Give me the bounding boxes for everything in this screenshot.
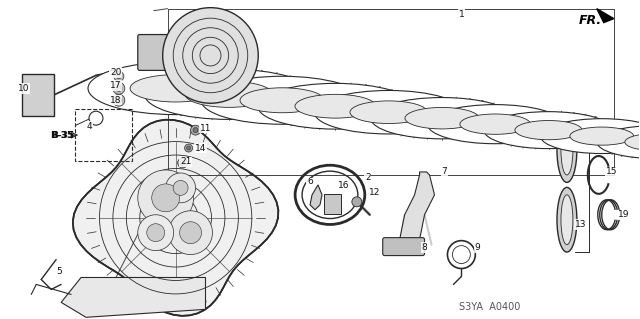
Circle shape xyxy=(152,184,180,212)
Text: 22: 22 xyxy=(213,36,224,45)
Text: S3YA  A0400: S3YA A0400 xyxy=(459,302,520,312)
Circle shape xyxy=(89,111,103,125)
Text: 18: 18 xyxy=(110,96,122,105)
Ellipse shape xyxy=(145,69,313,119)
Circle shape xyxy=(116,97,122,103)
Ellipse shape xyxy=(557,187,577,252)
Text: 9: 9 xyxy=(474,243,480,252)
Text: 14: 14 xyxy=(195,144,206,152)
Ellipse shape xyxy=(88,62,263,115)
Circle shape xyxy=(180,222,202,244)
Text: 13: 13 xyxy=(575,220,587,229)
Text: 5: 5 xyxy=(56,267,62,276)
Circle shape xyxy=(191,125,200,135)
Polygon shape xyxy=(73,120,278,316)
Ellipse shape xyxy=(597,126,640,159)
Ellipse shape xyxy=(130,75,221,102)
Text: 17: 17 xyxy=(110,81,122,90)
Polygon shape xyxy=(596,9,614,23)
Ellipse shape xyxy=(570,127,634,145)
FancyBboxPatch shape xyxy=(138,34,180,70)
Text: 6: 6 xyxy=(307,177,313,186)
Text: 12: 12 xyxy=(369,188,380,197)
Text: 4: 4 xyxy=(86,122,92,131)
Ellipse shape xyxy=(295,94,376,118)
FancyBboxPatch shape xyxy=(383,238,424,256)
Ellipse shape xyxy=(350,101,428,123)
Circle shape xyxy=(116,74,122,79)
Ellipse shape xyxy=(258,83,413,129)
Ellipse shape xyxy=(561,195,573,245)
Text: 10: 10 xyxy=(17,84,29,93)
Polygon shape xyxy=(399,172,435,255)
Ellipse shape xyxy=(185,81,273,108)
Ellipse shape xyxy=(515,121,582,140)
Text: 11: 11 xyxy=(200,124,211,133)
Text: 19: 19 xyxy=(618,210,629,219)
Circle shape xyxy=(147,224,164,241)
Text: 15: 15 xyxy=(606,167,618,176)
Text: FR.: FR. xyxy=(579,14,602,27)
Circle shape xyxy=(159,202,192,234)
Text: 1: 1 xyxy=(458,10,464,19)
Ellipse shape xyxy=(484,112,613,149)
Text: 13: 13 xyxy=(575,136,587,145)
Ellipse shape xyxy=(201,76,364,124)
Text: 20: 20 xyxy=(110,68,122,77)
Ellipse shape xyxy=(561,125,573,175)
Ellipse shape xyxy=(240,88,324,113)
Ellipse shape xyxy=(428,105,563,144)
Text: 21: 21 xyxy=(180,158,191,167)
Text: B-35: B-35 xyxy=(51,130,74,140)
Text: B-35: B-35 xyxy=(50,130,73,140)
Circle shape xyxy=(178,158,188,168)
Text: 2: 2 xyxy=(365,174,371,182)
Circle shape xyxy=(193,128,198,133)
FancyBboxPatch shape xyxy=(22,74,54,116)
Circle shape xyxy=(187,146,191,150)
Polygon shape xyxy=(61,278,205,317)
Circle shape xyxy=(173,181,188,195)
Text: 7: 7 xyxy=(442,167,447,176)
Ellipse shape xyxy=(540,119,640,153)
Circle shape xyxy=(113,94,125,106)
Circle shape xyxy=(138,170,193,226)
Circle shape xyxy=(352,197,362,207)
Ellipse shape xyxy=(405,108,479,129)
Circle shape xyxy=(178,40,188,49)
Circle shape xyxy=(113,82,125,94)
Circle shape xyxy=(184,144,193,152)
Circle shape xyxy=(116,85,122,91)
Text: 8: 8 xyxy=(422,243,428,252)
Text: 3: 3 xyxy=(223,81,228,90)
Circle shape xyxy=(163,8,259,103)
Ellipse shape xyxy=(314,91,463,134)
Circle shape xyxy=(180,160,185,166)
FancyBboxPatch shape xyxy=(324,194,341,214)
Circle shape xyxy=(166,209,184,227)
Ellipse shape xyxy=(625,134,640,151)
Circle shape xyxy=(138,215,173,251)
Ellipse shape xyxy=(371,98,513,139)
Ellipse shape xyxy=(460,114,531,134)
Text: 16: 16 xyxy=(338,182,349,190)
Circle shape xyxy=(169,211,212,255)
Circle shape xyxy=(166,173,196,203)
Circle shape xyxy=(114,71,124,81)
Ellipse shape xyxy=(557,118,577,182)
Polygon shape xyxy=(310,185,322,210)
